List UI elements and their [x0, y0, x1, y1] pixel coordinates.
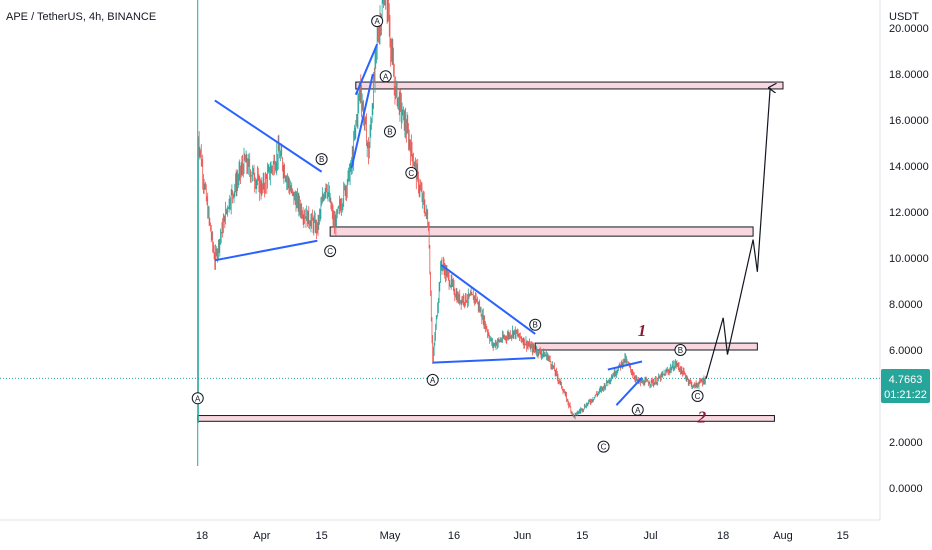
- wave-label-circle: [426, 373, 439, 386]
- y-tick-label: 8.0000: [889, 299, 923, 311]
- x-tick-label: 15: [837, 530, 849, 542]
- wave-label-circle: [597, 440, 610, 453]
- x-tick-label: May: [380, 530, 401, 542]
- wave-label-circle: [379, 70, 392, 83]
- wave-label: A: [430, 376, 436, 385]
- trendline: [607, 360, 643, 371]
- wave-label-circle: [371, 15, 384, 28]
- trendline: [615, 376, 643, 406]
- x-tick-label: 18: [717, 530, 729, 542]
- y-tick-label: 0.0000: [889, 483, 923, 495]
- wave-label: B: [678, 346, 683, 355]
- wave-labels-layer: A B C A A B C A B C A B C 1 2: [191, 15, 707, 453]
- last-price-badge[interactable]: 4.7663 01:21:22: [881, 369, 930, 403]
- currency-label: USDT: [889, 11, 919, 23]
- support-resistance-zone: [534, 342, 758, 351]
- y-tick-label: 14.0000: [889, 161, 929, 173]
- support-resistance-zone: [197, 415, 775, 422]
- x-tick-label: Apr: [253, 530, 270, 542]
- wave-label: A: [383, 72, 389, 81]
- y-tick-label: 6.0000: [889, 345, 923, 357]
- wave-label: C: [327, 247, 333, 256]
- wave-label: B: [319, 155, 324, 164]
- trendline: [350, 73, 374, 169]
- trendline: [214, 99, 323, 173]
- x-tick-label: 15: [315, 530, 327, 542]
- support-resistance-zone: [329, 226, 754, 237]
- trendline: [440, 264, 536, 335]
- wave-label: A: [374, 17, 380, 26]
- bar-countdown: 01:21:22: [884, 389, 927, 401]
- chart-title: APE / TetherUS, 4h, BINANCE: [6, 11, 156, 23]
- time-axis: 18 Apr 15 May 16 Jun 15 Jul 18 Aug 15: [196, 530, 849, 542]
- y-tick-label: 10.0000: [889, 253, 929, 265]
- wave-label-circle: [191, 392, 204, 405]
- y-tick-label: 18.0000: [889, 69, 929, 81]
- y-tick-label: 16.0000: [889, 115, 929, 127]
- wave-label: B: [387, 128, 392, 137]
- trendlines-layer: [214, 43, 643, 406]
- wave-label: A: [635, 406, 641, 415]
- trendline: [354, 43, 379, 96]
- support-resistance-zone: [355, 81, 784, 90]
- wave-label-circle: [405, 166, 418, 179]
- last-price-value: 4.7663: [889, 374, 923, 386]
- trendline: [214, 239, 318, 262]
- y-tick-label: 2.0000: [889, 437, 923, 449]
- zones-layer: [197, 81, 784, 422]
- last-price-badge-box: [881, 369, 930, 403]
- wave-label-circle: [315, 153, 328, 166]
- wave-label: A: [195, 394, 201, 403]
- wave-label: C: [408, 169, 414, 178]
- x-tick-label: Aug: [773, 530, 793, 542]
- wave-label: C: [601, 443, 607, 452]
- x-tick-label: 15: [576, 530, 588, 542]
- x-tick-label: Jun: [514, 530, 532, 542]
- candles-layer: [0, 0, 880, 466]
- wave-label: C: [695, 392, 701, 401]
- y-tick-label: 12.0000: [889, 207, 929, 219]
- wave-label-circle: [529, 318, 542, 331]
- wave-label-circle: [691, 390, 704, 402]
- x-tick-label: 16: [448, 530, 460, 542]
- projection-layer: [705, 88, 770, 379]
- count-annotation: 2: [697, 407, 707, 426]
- trendline: [432, 357, 536, 364]
- wave-label-circle: [324, 245, 337, 258]
- wave-label-circle: [674, 344, 687, 356]
- wave-label-circle: [383, 125, 396, 138]
- y-tick-label: 20.0000: [889, 23, 929, 35]
- wave-label-circle: [631, 403, 644, 416]
- x-tick-label: 18: [196, 530, 208, 542]
- x-tick-label: Jul: [644, 530, 658, 542]
- wave-label: B: [533, 321, 538, 330]
- projection-path: [705, 88, 770, 379]
- count-annotation: 1: [638, 321, 647, 340]
